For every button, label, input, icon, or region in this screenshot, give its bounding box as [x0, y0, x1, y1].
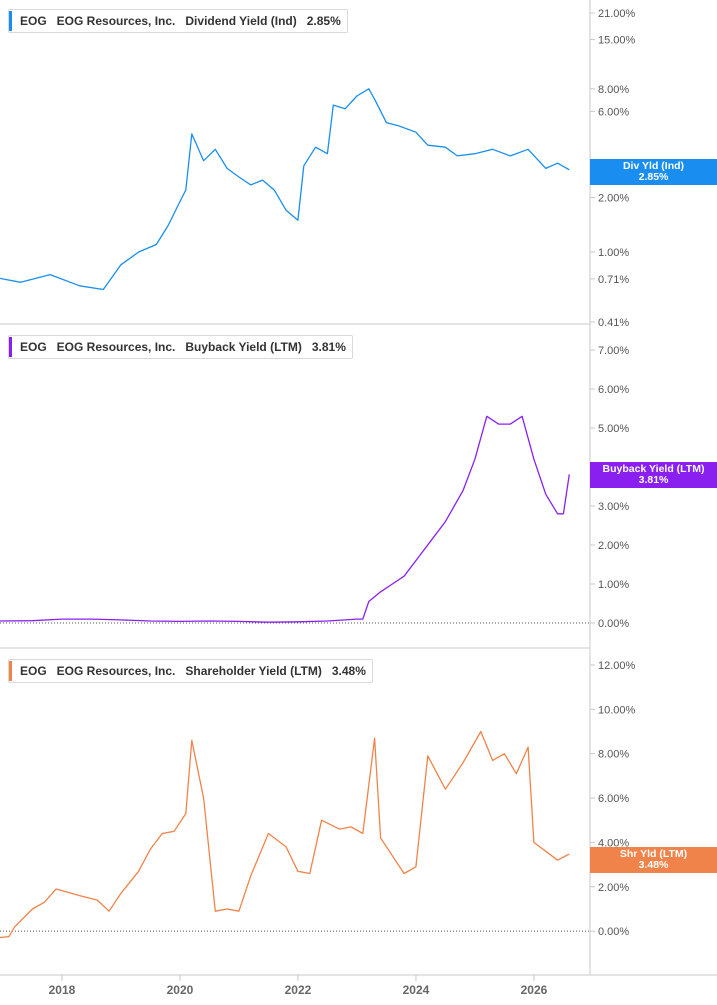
series-line	[0, 415, 570, 623]
y-tick-label: 5.00%	[598, 423, 629, 435]
legend-value: 3.48%	[331, 664, 366, 678]
legend-company: EOG Resources, Inc.	[56, 340, 176, 354]
legend-value: 3.81%	[311, 340, 346, 354]
series-line	[0, 88, 570, 291]
legend-metric: Dividend Yield (Ind)	[185, 14, 297, 28]
y-tick-label: 2.00%	[598, 540, 629, 552]
y-tick-label: 0.00%	[598, 926, 629, 938]
y-tick-label: 2.00%	[598, 882, 629, 894]
tag-value: 3.81%	[638, 474, 669, 486]
tag-label: Shr Yld (LTM)	[619, 848, 688, 860]
y-tick-label: 6.00%	[598, 106, 629, 118]
legend-shareholder[interactable]: EOG EOG Resources, Inc. Shareholder Yiel…	[8, 659, 373, 683]
y-tick-label: 1.00%	[598, 579, 629, 591]
y-tick-label: 0.41%	[598, 317, 629, 329]
legend-swatch	[9, 11, 12, 31]
y-tick-label: 12.00%	[598, 660, 636, 672]
tag-label: Buyback Yield (LTM)	[602, 463, 705, 475]
legend-buyback[interactable]: EOG EOG Resources, Inc. Buyback Yield (L…	[8, 335, 353, 359]
legend-value: 2.85%	[306, 14, 341, 28]
x-tick-label: 2020	[167, 983, 194, 997]
y-tick-label: 7.00%	[598, 345, 629, 357]
y-tick-label: 2.00%	[598, 193, 629, 205]
legend-company: EOG Resources, Inc.	[56, 664, 176, 678]
y-tick-label: 6.00%	[598, 384, 629, 396]
legend-metric: Buyback Yield (LTM)	[185, 340, 302, 354]
x-tick-label: 2022	[285, 983, 312, 997]
tag-label: Div Yld (Ind)	[622, 160, 685, 172]
tag-value: 2.85%	[638, 171, 669, 183]
tag-value: 3.48%	[638, 859, 669, 871]
y-tick-label: 15.00%	[598, 34, 636, 46]
y-tick-label: 3.00%	[598, 501, 629, 513]
legend-company: EOG Resources, Inc.	[56, 14, 176, 28]
value-tag-buyback: Buyback Yield (LTM) 3.81%	[590, 462, 717, 488]
legend-ticker: EOG	[20, 340, 47, 354]
y-tick-label: 10.00%	[598, 704, 636, 716]
legend-ticker: EOG	[20, 664, 47, 678]
y-tick-label: 1.00%	[598, 247, 629, 259]
y-tick-label: 0.00%	[598, 618, 629, 630]
legend-ticker: EOG	[20, 14, 47, 28]
series-line	[0, 730, 570, 939]
y-tick-label: 0.71%	[598, 274, 629, 286]
y-tick-label: 4.00%	[598, 837, 629, 849]
legend-dividend[interactable]: EOG EOG Resources, Inc. Dividend Yield (…	[8, 9, 348, 33]
value-tag-dividend: Div Yld (Ind) 2.85%	[590, 159, 717, 185]
y-tick-label: 8.00%	[598, 84, 629, 96]
legend-swatch	[9, 661, 12, 681]
y-tick-label: 6.00%	[598, 793, 629, 805]
legend-metric: Shareholder Yield (LTM)	[185, 664, 322, 678]
legend-swatch	[9, 337, 12, 357]
x-tick-label: 2024	[403, 983, 430, 997]
x-tick-label: 2018	[49, 983, 76, 997]
y-tick-label: 21.00%	[598, 8, 636, 20]
y-tick-label: 8.00%	[598, 749, 629, 761]
value-tag-shareholder: Shr Yld (LTM) 3.48%	[590, 847, 717, 873]
x-tick-label: 2026	[521, 983, 548, 997]
